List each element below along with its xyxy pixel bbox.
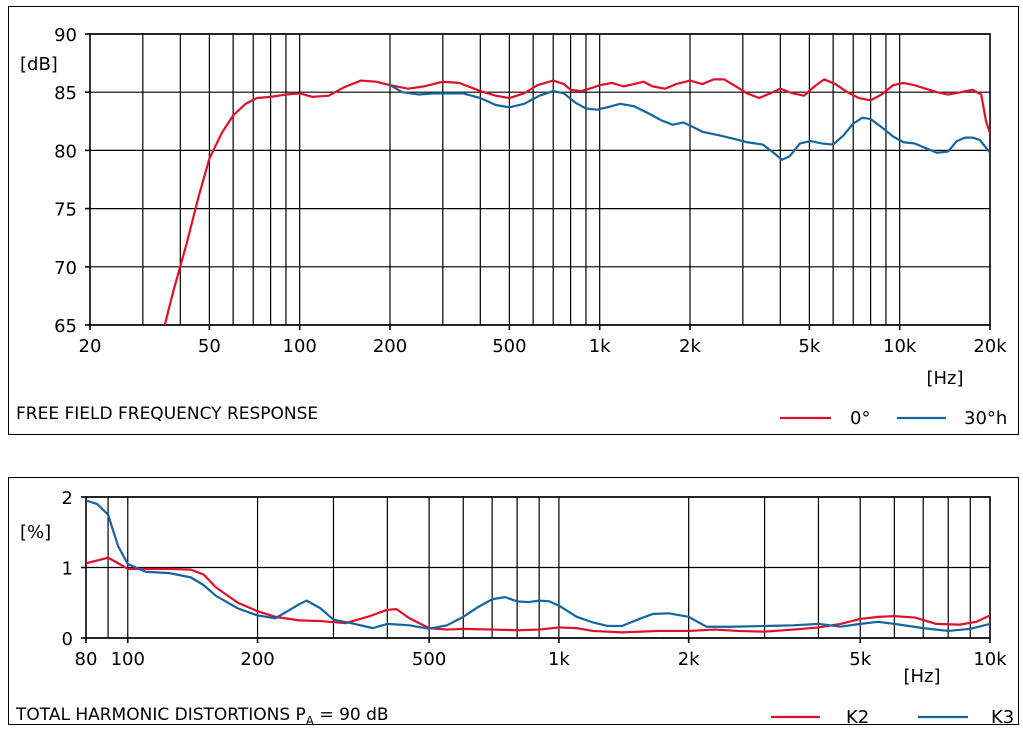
x-tick-label: 5k (849, 649, 871, 670)
y-tick-label: 80 (54, 141, 77, 162)
harmonic-distortion-chart: 80 100 200 500 1k 2k 5k 10k 0 1 2 [%] [Hz] K2 K3 TOTAL … (15, 488, 1014, 728)
y-axis-label: [%] (20, 522, 51, 543)
y-axis-label: [dB] (20, 54, 58, 75)
y-tick-label: 70 (54, 258, 77, 279)
chart-caption: TOTAL HARMONIC DISTORTIONS PA = 90 dB (15, 705, 389, 728)
x-tick-label: 200 (373, 336, 407, 357)
legend-label: 0° (850, 408, 870, 429)
y-tick-label: 75 (54, 200, 77, 221)
x-tick-label: 200 (240, 649, 274, 670)
y-tick-label: 90 (54, 25, 77, 46)
x-tick-label: 500 (412, 649, 446, 670)
y-tick-label: 0 (62, 629, 73, 650)
x-tick-label: 2k (679, 336, 701, 357)
series-line-k3 (86, 499, 990, 633)
y-tick-label: 2 (62, 488, 73, 509)
y-tick-label: 1 (62, 559, 73, 580)
x-tick-label: 1k (589, 336, 611, 357)
frequency-response-chart: 20 50 100 200 500 1k 2k 5k 10k 20k 65 70 75 80 85 90 [dB… (16, 25, 1007, 429)
x-tick-label: 5k (798, 336, 820, 357)
legend-label: K3 (991, 707, 1014, 728)
legend-label: 30°h (964, 408, 1007, 429)
x-tick-label: 20k (973, 336, 1007, 357)
x-tick-label: 10k (973, 649, 1007, 670)
x-tick-label: 2k (678, 649, 700, 670)
x-tick-label: 1k (548, 649, 570, 670)
x-tick-label: 80 (75, 649, 98, 670)
x-axis-label: [Hz] (926, 368, 963, 389)
legend-label: K2 (846, 707, 869, 728)
x-axis-label: [Hz] (903, 666, 940, 687)
chart-caption: FREE FIELD FREQUENCY RESPONSE (16, 404, 318, 424)
x-tick-label: 500 (492, 336, 526, 357)
y-tick-label: 85 (54, 83, 77, 104)
x-tick-label: 100 (111, 649, 145, 670)
series-line-0 (163, 78, 990, 325)
frequency-response-panel (8, 6, 1019, 435)
x-tick-label: 10k (883, 336, 917, 357)
series-line-k2 (86, 556, 990, 634)
x-tick-label: 20 (79, 336, 102, 357)
series-line-30h (389, 84, 990, 161)
y-tick-label: 65 (54, 316, 77, 337)
plot-frame (89, 33, 991, 326)
x-tick-label: 100 (283, 336, 317, 357)
x-tick-label: 50 (198, 336, 221, 357)
